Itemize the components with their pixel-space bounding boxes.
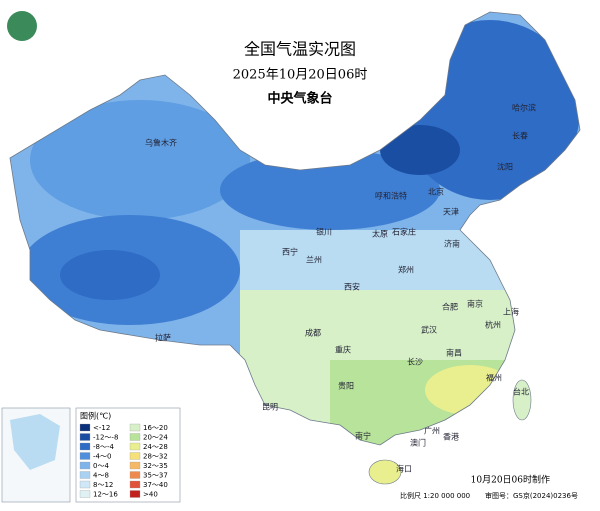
city: 海口	[396, 464, 412, 474]
city: 长春	[512, 131, 528, 141]
city: 兰州	[306, 255, 322, 265]
legend-title: 图例(℃)	[80, 411, 111, 421]
legend-swatch	[129, 480, 141, 489]
legend-swatch	[79, 452, 91, 460]
city: 福州	[486, 374, 502, 383]
legend-swatch	[129, 471, 141, 479]
city: 拉萨	[155, 333, 171, 343]
city: 南昌	[446, 348, 462, 358]
legend-swatch	[79, 490, 91, 498]
legend-swatch	[129, 423, 141, 432]
agency: 中央气象台	[267, 91, 332, 107]
logo	[7, 11, 37, 41]
legend-swatch	[129, 452, 141, 460]
city: 长沙	[407, 357, 423, 367]
legend-swatch	[79, 480, 91, 489]
city: 广州	[424, 426, 440, 436]
made-time: 10月20日06时制作	[471, 474, 550, 486]
city: 呼和浩特	[375, 191, 407, 201]
city: 成都	[305, 328, 321, 338]
title: 全国气温实况图	[244, 40, 356, 59]
legend-label: -8～-4	[93, 443, 115, 451]
legend-swatch	[79, 461, 91, 470]
city: 武汉	[421, 325, 437, 335]
legend-label: <-12	[93, 424, 110, 432]
city: 贵阳	[338, 381, 354, 391]
city: 上海	[503, 307, 519, 317]
legend-label: 20～24	[143, 434, 168, 442]
scale: 比例尺 1:20 000 000	[400, 491, 470, 500]
city: 澳门	[410, 438, 426, 448]
legend-swatch	[129, 490, 141, 498]
city: 哈尔滨	[512, 103, 536, 113]
subtitle: 2025年10月20日06时	[233, 68, 368, 83]
border	[9, 11, 581, 446]
approval: 审图号：GS京(2024)0236号	[485, 491, 578, 500]
city: 银川	[316, 227, 332, 237]
taiwan	[512, 379, 532, 421]
city: 太原	[372, 229, 388, 239]
city: 天津	[443, 207, 459, 217]
legend-label: >40	[143, 491, 158, 499]
legend-swatch	[129, 442, 141, 451]
city: 香港	[443, 432, 459, 442]
city: 台北	[513, 387, 529, 397]
legend-label: -12～-8	[93, 434, 118, 442]
legend-swatch	[129, 461, 141, 470]
legend-label: 32～35	[143, 462, 168, 470]
city: 南京	[467, 299, 483, 309]
cities: 乌鲁木齐 哈尔滨 长春 沈阳 呼和浩特 北京 天津 银川 太原 石家庄 济南 西…	[145, 103, 536, 474]
city: 济南	[444, 239, 460, 249]
legend-swatch	[79, 442, 91, 451]
city: 西安	[344, 282, 360, 292]
city: 郑州	[398, 265, 414, 275]
city: 乌鲁木齐	[145, 138, 177, 148]
legend-label: 37～40	[143, 481, 168, 489]
city: 昆明	[262, 403, 278, 412]
legend-swatch	[79, 423, 91, 432]
legend-label: 24～28	[143, 443, 168, 451]
legend-label: 12～16	[93, 491, 118, 499]
legend-swatch	[129, 433, 141, 441]
legend-swatch	[79, 471, 91, 479]
legend: 图例(℃) <-12 -12～-8-8～-4 -4～00～4 4～88～12 12～16…	[75, 407, 181, 503]
city: 杭州	[485, 320, 501, 330]
city: 沈阳	[497, 162, 513, 172]
city: 重庆	[335, 345, 351, 355]
legend-label: 28～32	[143, 453, 168, 461]
legend-label: 16～20	[143, 424, 168, 432]
legend-box	[75, 407, 181, 503]
hainan	[368, 459, 402, 485]
inset-shape	[10, 414, 60, 470]
city: 石家庄	[392, 227, 416, 237]
legend-label: 8～12	[93, 481, 113, 489]
city: 南宁	[355, 431, 371, 441]
legend-label: 0～4	[93, 462, 109, 470]
city: 合肥	[442, 302, 458, 312]
city: 北京	[428, 187, 444, 197]
legend-label: -4～0	[93, 453, 111, 461]
legend-label: 4～8	[93, 472, 109, 480]
city: 西宁	[282, 247, 298, 257]
legend-label: 35～37	[143, 472, 168, 480]
legend-swatch	[79, 433, 91, 441]
